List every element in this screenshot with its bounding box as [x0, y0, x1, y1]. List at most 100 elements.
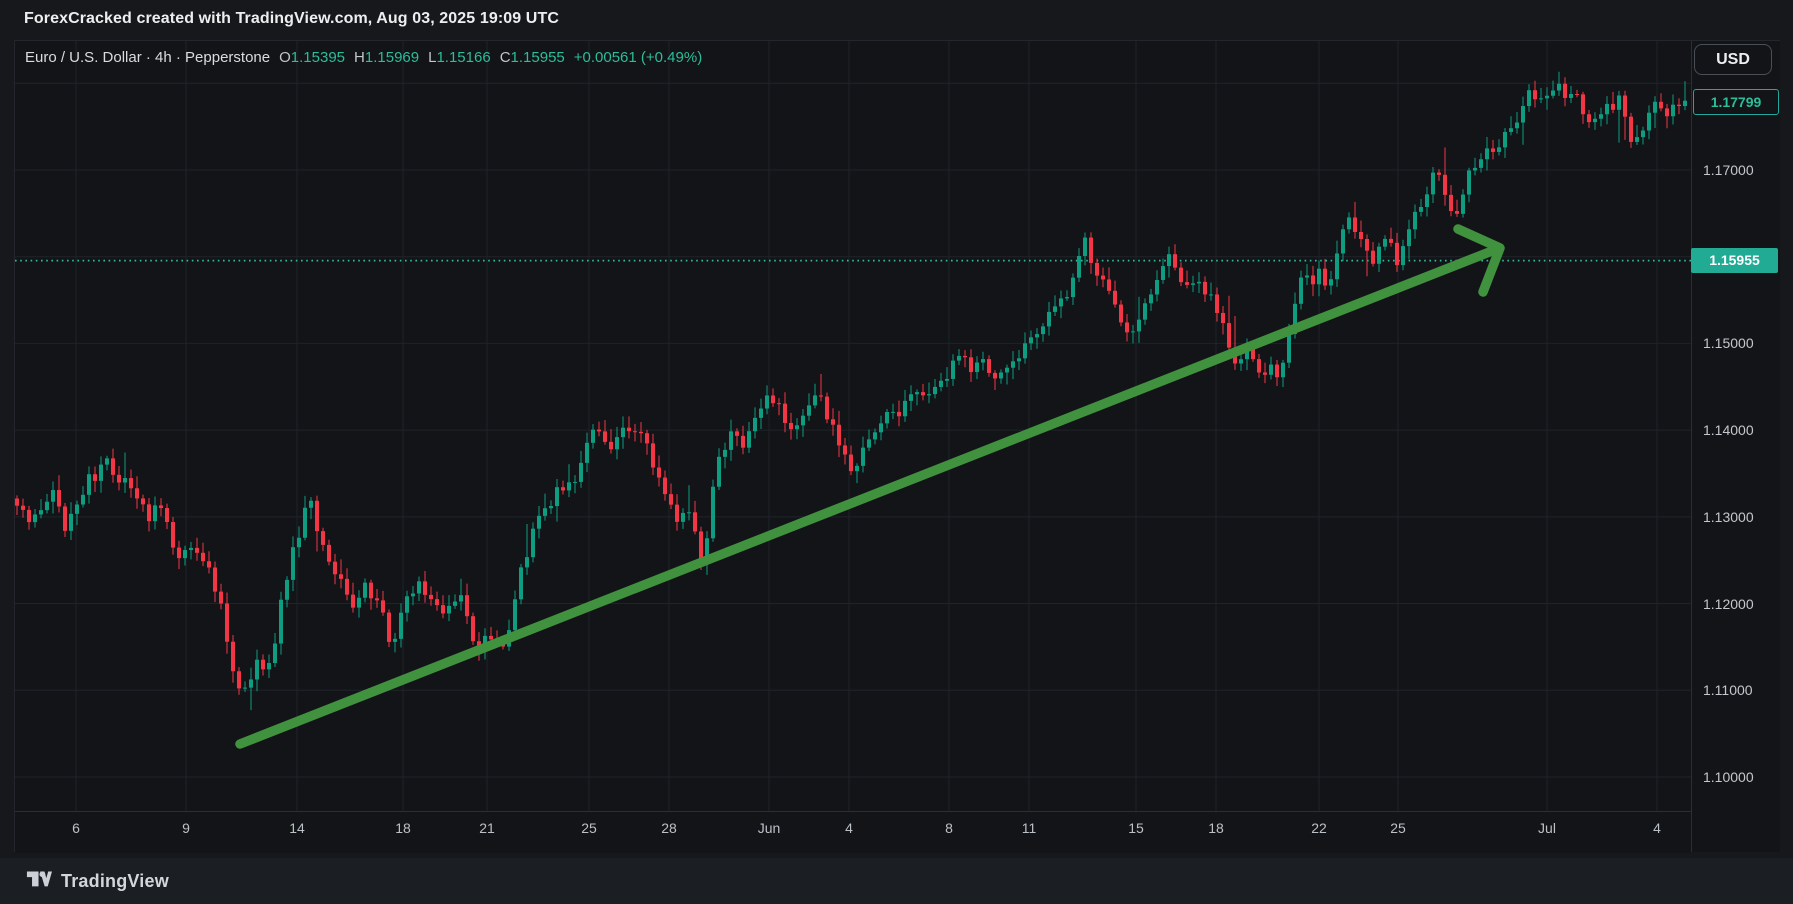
- candle-body: [267, 663, 271, 670]
- candle-body: [1071, 277, 1075, 298]
- candle-body: [633, 431, 637, 433]
- candle-body: [1383, 238, 1387, 247]
- candle-body: [651, 443, 655, 468]
- candle-body: [219, 591, 223, 604]
- time-axis-label: Jul: [1538, 820, 1556, 836]
- candle-body: [1371, 250, 1375, 264]
- candle-body: [33, 514, 37, 523]
- candle-body: [1035, 334, 1039, 338]
- candle-body: [1485, 148, 1489, 160]
- candle-body: [399, 612, 403, 639]
- candle-body: [1335, 253, 1339, 280]
- candle-body: [819, 395, 823, 397]
- candle-body: [747, 431, 751, 448]
- candle-body: [1557, 83, 1561, 91]
- candle-body: [1353, 217, 1357, 232]
- candle-body: [393, 638, 397, 642]
- candle-body: [1137, 319, 1141, 332]
- candle-body: [1665, 108, 1669, 117]
- candle-body: [195, 547, 199, 553]
- candle-body: [87, 474, 91, 495]
- candle-body: [369, 582, 373, 599]
- candle-body: [1653, 101, 1657, 113]
- candle-body: [1509, 128, 1513, 132]
- candle-body: [963, 355, 967, 358]
- candle-body: [1377, 246, 1381, 264]
- candle-body: [15, 498, 19, 506]
- candle-body: [537, 515, 541, 529]
- candle-body: [1593, 118, 1597, 123]
- candle-body: [927, 394, 931, 396]
- time-axis-label: 14: [289, 820, 305, 836]
- candle-body: [279, 599, 283, 644]
- candle-body: [117, 474, 121, 483]
- candle-body: [843, 445, 847, 455]
- currency-toggle-button[interactable]: USD: [1694, 44, 1772, 75]
- candle-body: [1347, 217, 1351, 230]
- candle-body: [1065, 297, 1069, 299]
- candle-body: [1623, 95, 1627, 117]
- chart-canvas[interactable]: [15, 41, 1691, 811]
- candle-body: [1563, 83, 1567, 98]
- candle-body: [1149, 294, 1153, 304]
- candle-body: [1203, 281, 1207, 295]
- candle-body: [297, 537, 301, 548]
- candle-body: [135, 488, 139, 499]
- candle-body: [1329, 279, 1333, 286]
- candle-body: [381, 600, 385, 613]
- candle-body: [375, 598, 379, 601]
- candle-body: [1533, 90, 1537, 100]
- candle-body: [1521, 106, 1525, 123]
- legend-high: H1.15969: [354, 49, 420, 66]
- candle-body: [1227, 323, 1231, 348]
- candle-body: [129, 478, 133, 489]
- candle-body: [735, 431, 739, 436]
- candle-body: [321, 531, 325, 545]
- time-axis[interactable]: 6 9 14 18 21 25 28 Jun 4 8 11 15 18 22 25 Jul 4: [15, 811, 1691, 853]
- candle-body: [1185, 282, 1189, 285]
- candle-body: [783, 403, 787, 423]
- candle-body: [1269, 364, 1273, 375]
- candle-body: [1197, 281, 1201, 284]
- candle-body: [1635, 137, 1639, 142]
- candle-body: [543, 508, 547, 516]
- candle-body: [231, 641, 235, 672]
- tradingview-brand-link[interactable]: TradingView: [26, 868, 169, 894]
- candle-body: [1131, 331, 1135, 333]
- candle-body: [1473, 167, 1477, 171]
- candle-body: [981, 359, 985, 363]
- candle-body: [1011, 361, 1015, 368]
- candle-body: [249, 679, 253, 688]
- candle-body: [831, 419, 835, 425]
- chart-pane[interactable]: Euro / U.S. Dollar · 4h · Pepperstone O1…: [15, 41, 1691, 811]
- candle-body: [621, 427, 625, 438]
- candle-body: [237, 671, 241, 689]
- candle-body: [21, 505, 25, 510]
- candle-body: [1239, 359, 1243, 364]
- candle-body: [453, 601, 457, 606]
- candle-body: [1161, 266, 1165, 280]
- candle-body: [549, 506, 553, 509]
- candle-body: [1437, 172, 1441, 175]
- candle-body: [489, 635, 493, 640]
- candle-body: [1173, 254, 1177, 268]
- candle-body: [921, 392, 925, 396]
- time-axis-label: 22: [1311, 820, 1327, 836]
- price-axis[interactable]: USD 1.17799 1.15955 1.17000 1.15000 1.1400…: [1691, 41, 1780, 852]
- candle-body: [111, 458, 115, 475]
- candle-body: [1317, 268, 1321, 285]
- candle-body: [825, 396, 829, 420]
- candle-body: [1551, 90, 1555, 96]
- candle-body: [675, 504, 679, 522]
- candle-body: [1515, 122, 1519, 129]
- candle-body: [909, 394, 913, 401]
- candle-body: [1605, 103, 1609, 115]
- candle-body: [609, 441, 613, 450]
- candle-body: [729, 431, 733, 450]
- candle-body: [861, 447, 865, 466]
- price-axis-label: 1.12000: [1703, 595, 1754, 612]
- candle-body: [765, 395, 769, 409]
- candle-body: [693, 512, 697, 532]
- candle-body: [711, 486, 715, 539]
- symbol-title: Euro / U.S. Dollar · 4h · Pepperstone: [25, 49, 271, 66]
